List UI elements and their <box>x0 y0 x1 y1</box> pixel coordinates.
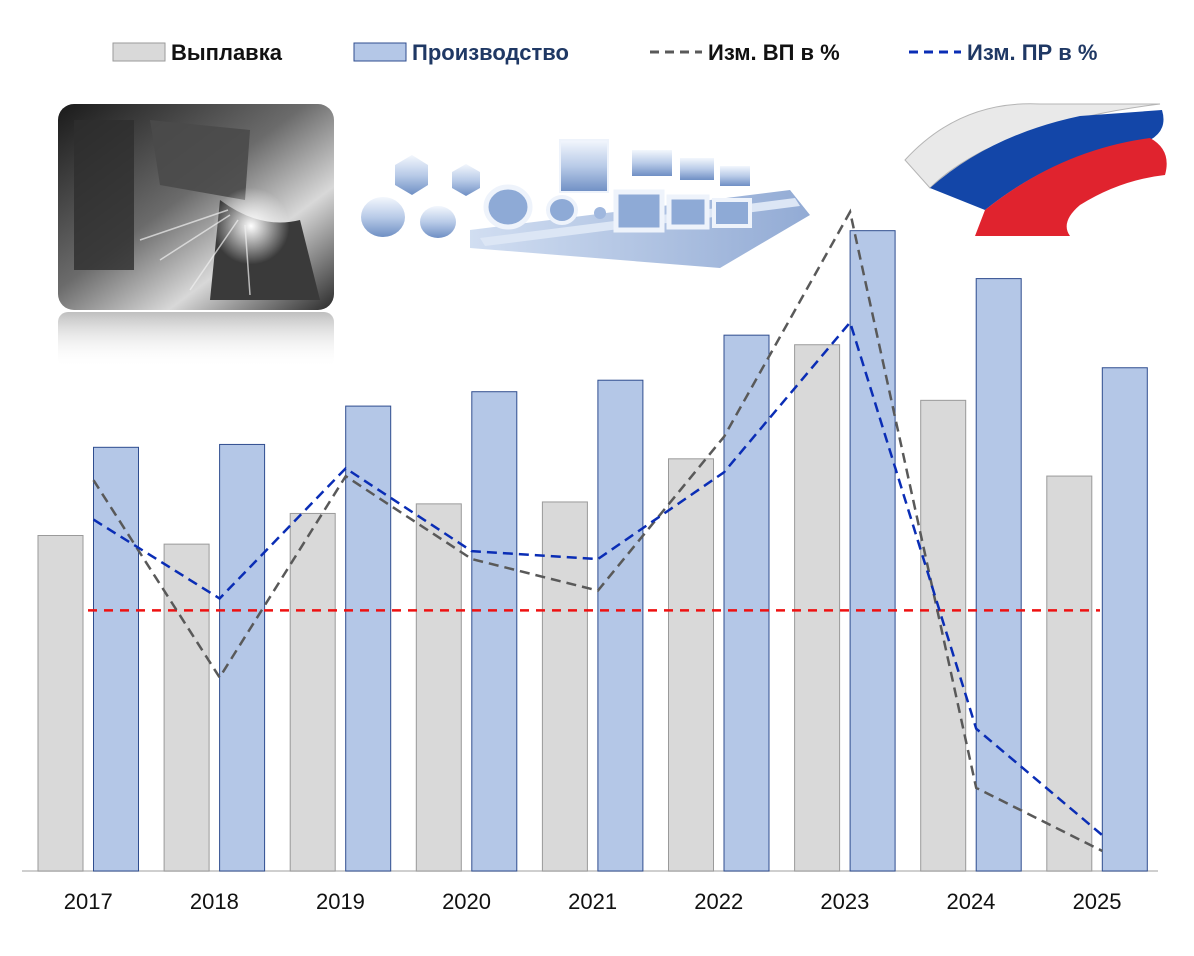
bar-proizvodstvo-2023 <box>849 230 896 872</box>
bar-vyplavka-2024 <box>920 399 967 872</box>
legend-izm-vp: Изм. ВП в % <box>650 40 840 65</box>
bar-proizvodstvo-2017 <box>93 446 139 872</box>
x-tick-label: 2019 <box>316 889 365 914</box>
bar-vyplavka-2023 <box>794 344 841 872</box>
legend-swatch <box>112 42 166 62</box>
legend-label: Выплавка <box>171 40 283 65</box>
x-tick-label: 2020 <box>442 889 491 914</box>
x-tick-label: 2017 <box>64 889 113 914</box>
legend-label: Изм. ПР в % <box>967 40 1098 65</box>
x-tick-label: 2023 <box>820 889 869 914</box>
bar-vyplavka-2020 <box>415 503 462 872</box>
metal-pouring-photo <box>58 104 334 368</box>
legend-proizvodstvo: Производство <box>353 40 569 65</box>
x-tick-labels: 2017 2018 2019 2020 2021 2022 2023 2024 2025 <box>64 889 1122 914</box>
x-tick-label: 2022 <box>694 889 743 914</box>
x-tick-label: 2018 <box>190 889 239 914</box>
bar-proizvodstvo-2021 <box>597 379 644 872</box>
russian-flag-ribbon <box>904 103 1167 236</box>
lines-layer <box>92 208 1104 853</box>
legend-label: Производство <box>412 40 569 65</box>
line-izm-vp <box>92 208 1103 853</box>
legend-label: Изм. ВП в % <box>708 40 840 65</box>
bar-vyplavka-2021 <box>541 501 588 872</box>
bar-proizvodstvo-2022 <box>723 334 770 872</box>
bar-proizvodstvo-2018 <box>219 443 266 872</box>
bar-proizvodstvo-2019 <box>345 405 392 872</box>
x-tick-label: 2025 <box>1073 889 1122 914</box>
legend-izm-pr: Изм. ПР в % <box>909 40 1098 65</box>
x-tick-label: 2021 <box>568 889 617 914</box>
legend-swatch <box>353 42 407 62</box>
bar-vyplavka-2025 <box>1046 475 1093 872</box>
bar-vyplavka-2022 <box>668 458 714 872</box>
legend-vyplavka: Выплавка <box>112 40 283 65</box>
bar-proizvodstvo-2024 <box>975 278 1022 872</box>
steel-profiles-illustration <box>361 139 810 268</box>
line-izm-pr <box>92 319 1104 837</box>
bar-vyplavka-2018 <box>163 543 210 872</box>
bars-layer <box>37 230 1148 872</box>
legend: Выплавка Производство Изм. ВП в % Изм. ПР в… <box>112 40 1098 65</box>
bar-proizvodstvo-2020 <box>471 391 518 872</box>
bar-vyplavka-2019 <box>289 512 336 872</box>
bar-proizvodstvo-2025 <box>1101 367 1148 872</box>
bar-vyplavka-2017 <box>37 535 84 872</box>
x-tick-label: 2024 <box>946 889 995 914</box>
